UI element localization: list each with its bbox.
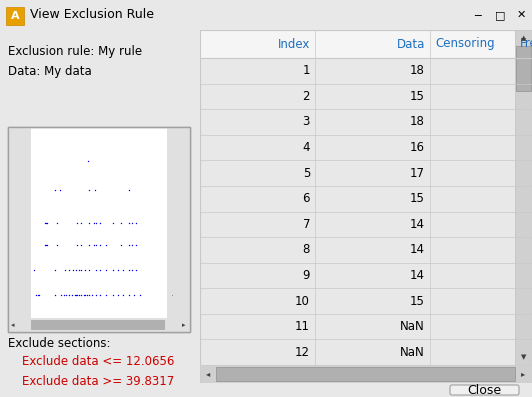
Text: View Exclusion Rule: View Exclusion Rule	[30, 8, 154, 21]
Text: NaN: NaN	[400, 320, 425, 333]
Text: 5: 5	[303, 167, 310, 179]
Text: 9: 9	[303, 269, 310, 282]
Text: ▸: ▸	[182, 322, 186, 328]
Text: 14: 14	[410, 218, 425, 231]
Text: Exclude sections:: Exclude sections:	[8, 337, 111, 350]
Text: Censoring: Censoring	[435, 37, 495, 50]
Text: 4: 4	[303, 141, 310, 154]
Text: ◂: ◂	[11, 322, 14, 328]
Text: 18: 18	[410, 116, 425, 129]
Text: ─: ─	[473, 10, 480, 20]
Text: 12: 12	[295, 346, 310, 359]
Text: 11: 11	[295, 320, 310, 333]
Text: ▼: ▼	[521, 354, 526, 360]
Bar	[31, 320, 165, 330]
Text: ✕: ✕	[517, 10, 526, 20]
Bar	[8, 127, 31, 332]
Text: 2: 2	[303, 90, 310, 103]
Text: 10: 10	[295, 295, 310, 308]
Text: Close: Close	[468, 384, 502, 397]
Text: 16: 16	[410, 141, 425, 154]
Text: ▸: ▸	[521, 370, 526, 378]
Text: 8: 8	[303, 243, 310, 256]
Text: NaN: NaN	[400, 346, 425, 359]
Bar	[8, 127, 190, 332]
Text: 1: 1	[303, 64, 310, 77]
Bar	[516, 46, 531, 91]
Bar	[8, 127, 190, 332]
Text: 3: 3	[303, 116, 310, 129]
Text: 7: 7	[303, 218, 310, 231]
Text: Index: Index	[278, 37, 310, 50]
Text: ▲: ▲	[521, 35, 526, 41]
Text: 15: 15	[410, 90, 425, 103]
Bar	[8, 318, 190, 332]
Text: A: A	[11, 11, 19, 21]
FancyBboxPatch shape	[450, 385, 519, 395]
Text: 17: 17	[410, 167, 425, 179]
Bar	[515, 30, 532, 365]
Bar	[167, 127, 190, 332]
Text: 15: 15	[410, 295, 425, 308]
Text: Exclude data >= 39.8317: Exclude data >= 39.8317	[22, 375, 174, 388]
Text: Exclusion rule: My rule: Exclusion rule: My rule	[8, 45, 142, 58]
Text: 15: 15	[410, 192, 425, 205]
Text: 6: 6	[303, 192, 310, 205]
Bar	[216, 367, 515, 381]
Text: ◂: ◂	[206, 370, 210, 378]
Text: 14: 14	[410, 269, 425, 282]
Text: 14: 14	[410, 243, 425, 256]
Text: Frequency: Frequency	[520, 37, 532, 50]
Bar	[200, 30, 532, 58]
Text: Exclude data <= 12.0656: Exclude data <= 12.0656	[22, 355, 174, 368]
Text: Data: Data	[397, 37, 425, 50]
Text: □: □	[495, 10, 505, 20]
Text: Data: My data: Data: My data	[8, 65, 92, 78]
Text: 18: 18	[410, 64, 425, 77]
FancyBboxPatch shape	[6, 7, 24, 25]
